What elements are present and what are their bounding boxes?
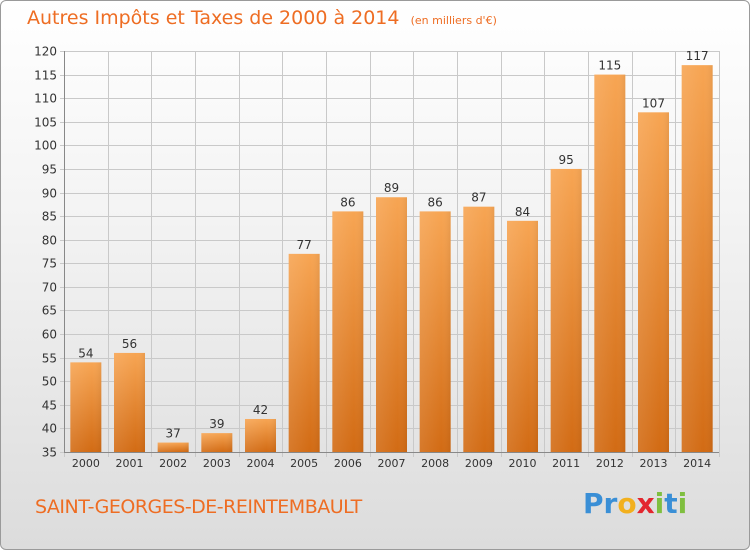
x-tick-label: 2006 [334, 457, 362, 470]
logo-letter: i [677, 487, 688, 520]
x-tick-label: 2002 [159, 457, 187, 470]
logo-letter: x [636, 487, 655, 520]
bar-shade [419, 211, 451, 452]
bar-value-label: 117 [686, 49, 709, 63]
proxiti-logo[interactable]: Proxiti [583, 487, 687, 520]
x-tick-label: 2004 [247, 457, 275, 470]
chart-subtitle: (en milliers d'€) [410, 14, 497, 27]
bar-value-label: 107 [642, 96, 665, 110]
y-tick-label: 120 [34, 45, 57, 59]
x-tick-label: 2011 [552, 457, 580, 470]
y-tick-label: 65 [42, 304, 57, 318]
bar-value-label: 95 [559, 153, 574, 167]
bar-shade [594, 74, 626, 453]
y-tick-label: 95 [42, 163, 57, 177]
bar-value-label: 54 [78, 346, 93, 360]
x-tick-label: 2007 [378, 457, 406, 470]
y-tick-label: 75 [42, 257, 57, 271]
bar-value-label: 89 [384, 181, 399, 195]
logo-letter: i [654, 487, 665, 520]
commune-name: SAINT-GEORGES-DE-REINTEMBAULT [35, 496, 362, 518]
x-tick-label: 2010 [509, 457, 537, 470]
y-tick-label: 55 [42, 352, 57, 366]
y-tick-label: 115 [34, 69, 57, 83]
bar-shade [245, 418, 276, 452]
bar-value-label: 77 [297, 238, 312, 252]
y-tick-label: 85 [42, 210, 57, 224]
y-tick-label: 105 [34, 116, 57, 130]
bar-shade [70, 362, 102, 452]
y-tick-label: 40 [42, 422, 57, 436]
bar-shade [288, 253, 320, 452]
data-labels: 54 56 37 39 42 77 86 89 86 87 84 95 115 107 117 [78, 49, 708, 440]
bar-shade [157, 442, 189, 452]
y-tick-label: 35 [42, 446, 57, 460]
bar-shade [201, 433, 233, 452]
y-tick-label: 80 [42, 234, 57, 248]
x-tick-label: 2014 [683, 457, 711, 470]
bar-value-label: 56 [122, 337, 137, 351]
bar-value-label: 39 [209, 417, 224, 431]
bar-shade [638, 112, 669, 453]
bar-shade [507, 220, 538, 452]
x-tick-label: 2012 [596, 457, 624, 470]
bar-shade [376, 197, 407, 452]
x-tick-label: 2005 [290, 457, 318, 470]
y-tick-label: 100 [34, 139, 57, 153]
x-tick-label: 2013 [640, 457, 668, 470]
x-tick-label: 2001 [116, 457, 144, 470]
bar-shade [114, 352, 145, 452]
bar-value-label: 84 [515, 205, 530, 219]
bars [70, 65, 713, 453]
bar-shade [332, 211, 364, 452]
x-tick-label: 2000 [72, 457, 100, 470]
bar-shade [550, 168, 582, 453]
x-tick-label: 2008 [421, 457, 449, 470]
logo-letter: P [583, 487, 604, 520]
y-tick-label: 70 [42, 281, 57, 295]
x-tick-label: 2009 [465, 457, 493, 470]
y-tick-label: 60 [42, 328, 57, 342]
y-tick-label: 90 [42, 187, 57, 201]
logo-letter: t [664, 487, 678, 520]
bar-value-label: 115 [598, 59, 621, 73]
y-tick-label: 50 [42, 375, 57, 389]
x-tick-label: 2003 [203, 457, 231, 470]
bar-value-label: 87 [471, 191, 486, 205]
bar-shade [681, 65, 713, 452]
y-tick-label: 45 [42, 399, 57, 413]
chart-title-block: Autres Impôts et Taxes de 2000 à 2014 (e… [27, 7, 497, 29]
bar-value-label: 42 [253, 403, 268, 417]
logo-letter: r [603, 487, 618, 520]
bar-value-label: 37 [166, 427, 181, 441]
chart-title: Autres Impôts et Taxes de 2000 à 2014 [27, 7, 400, 29]
y-tick-label: 110 [34, 92, 57, 106]
bar-value-label: 86 [428, 195, 443, 209]
logo-letter: o [617, 487, 637, 520]
axes: 35 40 45 50 55 60 65 70 75 80 85 90 95 100 105 110 115 12… [34, 45, 719, 470]
bar-value-label: 86 [340, 195, 355, 209]
bar-shade [463, 206, 495, 452]
